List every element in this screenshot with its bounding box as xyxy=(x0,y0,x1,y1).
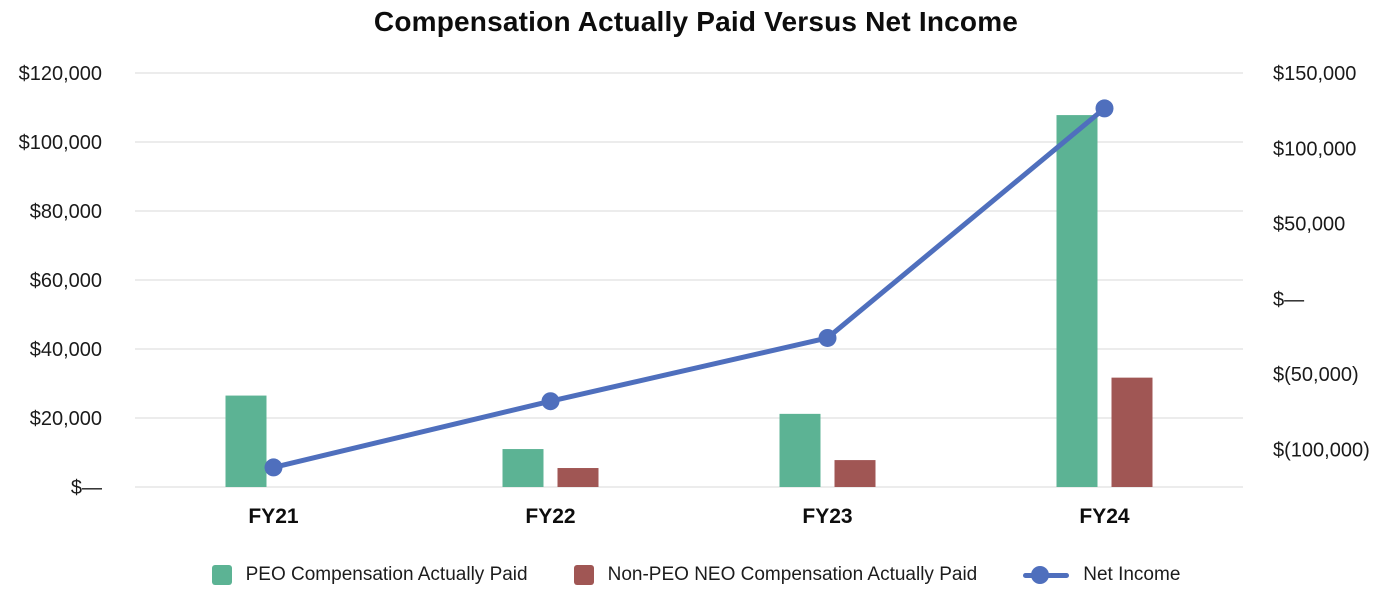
chart-canvas: $120,000 $100,000 $80,000 $60,000 $40,000 $20… xyxy=(19,63,1370,528)
left-axis-tick-label: $60,000 xyxy=(30,270,102,292)
right-axis-tick-label: $150,000 xyxy=(1273,63,1356,85)
legend-label-peo-cap: PEO Compensation Actually Paid xyxy=(245,564,528,585)
legend-label-net-income: Net Income xyxy=(1083,564,1181,585)
legend-swatch-non-peo-cap xyxy=(573,565,594,585)
legend-swatch-peo-cap xyxy=(211,565,232,585)
x-axis-label-fy23: FY23 xyxy=(802,505,852,528)
chart-title: Compensation Actually Paid Versus Net In… xyxy=(373,6,1019,37)
x-axis-label-fy24: FY24 xyxy=(1079,505,1130,528)
x-axis-label-fy21: FY21 xyxy=(248,505,299,528)
left-axis-tick-label: $120,000 xyxy=(19,63,102,85)
net-income-point-fy23 xyxy=(818,328,837,347)
bar-non-peo-fy23 xyxy=(834,460,876,487)
x-axis-label-fy22: FY22 xyxy=(525,505,575,528)
net-income-point-fy22 xyxy=(541,392,560,411)
right-axis-tick-label: $100,000 xyxy=(1273,138,1356,160)
right-axis-tick-label: $50,000 xyxy=(1273,214,1345,236)
bar-peo-fy22 xyxy=(502,449,544,487)
chart-legend: PEO Compensation Actually Paid Non-PEO N… xyxy=(0,564,1392,586)
bar-non-peo-fy22 xyxy=(557,468,599,487)
net-income-line xyxy=(271,105,1107,470)
legend-label-non-peo-cap: Non-PEO NEO Compensation Actually Paid xyxy=(607,564,978,585)
right-axis-tick-label: $(100,000) xyxy=(1273,439,1370,461)
legend-net-income-dot-icon xyxy=(1031,566,1050,584)
bar-peo-fy23 xyxy=(779,413,821,487)
legend-item-peo-cap: PEO Compensation Actually Paid xyxy=(211,564,528,586)
right-axis-tick-label: $— xyxy=(1273,289,1304,311)
left-axis-tick-label: $20,000 xyxy=(30,408,102,430)
left-axis-tick-label: $100,000 xyxy=(19,132,102,154)
bar-non-peo-fy24 xyxy=(1111,377,1153,487)
legend-item-non-peo-cap: Non-PEO NEO Compensation Actually Paid xyxy=(573,564,978,586)
left-axis-tick-label: $— xyxy=(71,477,102,499)
bar-peo-fy21 xyxy=(225,395,267,487)
net-income-point-fy21 xyxy=(264,458,283,477)
left-axis-tick-label: $40,000 xyxy=(30,339,102,361)
net-income-point-fy24 xyxy=(1095,99,1114,118)
legend-net-income-line-icon xyxy=(1023,566,1070,584)
right-axis-tick-label: $(50,000) xyxy=(1273,364,1359,386)
bar-peo-fy24 xyxy=(1056,115,1098,487)
legend-item-net-income: Net Income xyxy=(1023,564,1180,586)
left-axis-tick-label: $80,000 xyxy=(30,201,102,223)
